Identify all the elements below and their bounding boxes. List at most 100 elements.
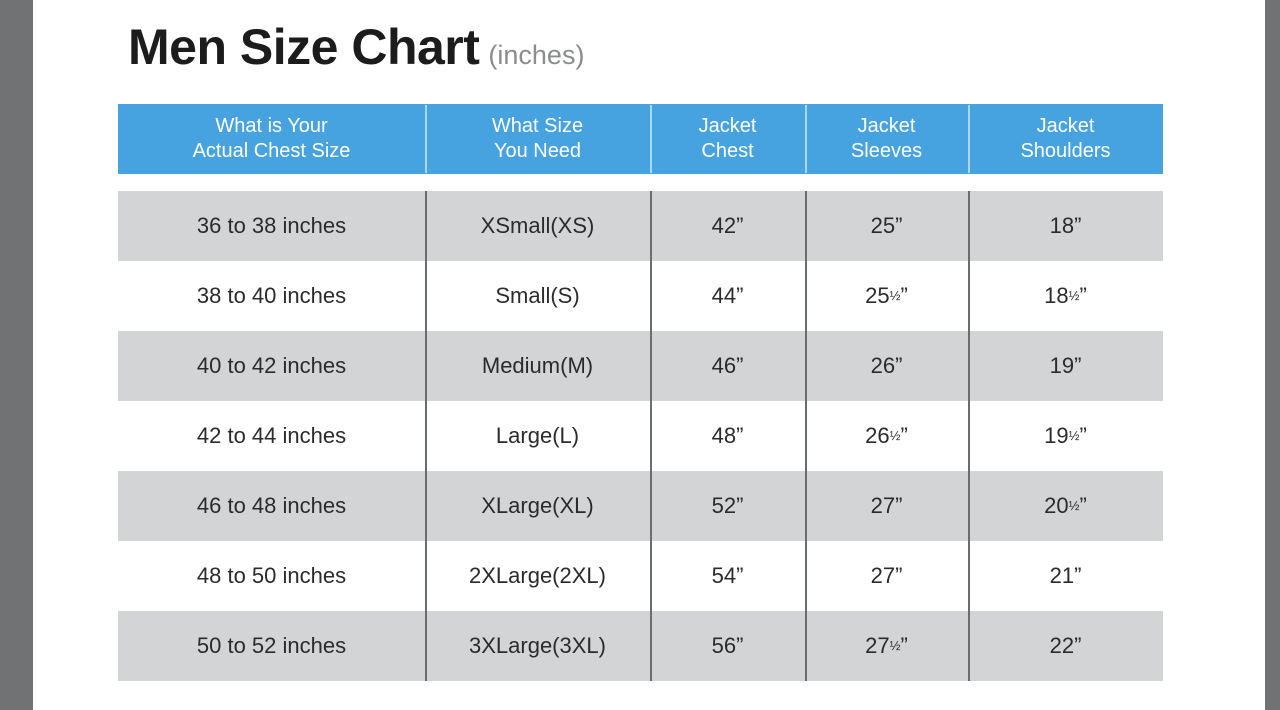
measure-fraction: ½ [889,637,901,653]
column-header-line2: You Need [493,140,582,162]
measure-unit: ” [1074,353,1082,378]
measure-whole: 18 [1049,213,1075,238]
cell-jacket-sleeves: 25” [805,191,968,261]
cell-jacket-chest: 56” [650,611,805,681]
measure-whole: 25 [865,283,890,308]
cell-chest-range: 36 to 38 inches [196,213,347,238]
cell-jacket-shoulders: 19” [968,331,1163,401]
measure-fraction: ½ [1068,427,1080,443]
table-row: 48 to 50 inches 2XLarge(2XL) 54” 27” 21” [118,541,1163,611]
column-header-line1: What Size [491,115,584,137]
letterbox-bar-right [1265,0,1280,710]
cell-jacket-sleeves: 26” [805,331,968,401]
table-row: 50 to 52 inches 3XLarge(3XL) 56” 27 ½” 22” [118,611,1163,681]
page-title: Men Size Chart (inches) [128,22,584,72]
cell-chest-range: 50 to 52 inches [196,633,347,658]
cell-chest-range: 48 to 50 inches [196,563,347,588]
table-row: 40 to 42 inches Medium(M) 46” 26” 19” [118,331,1163,401]
cell-jacket-shoulders: 22” [968,611,1163,681]
measure-unit: ” [1074,633,1082,658]
table-body: 36 to 38 inches XSmall(XS) 42” 25” 18” 38 to … [118,191,1163,681]
cell-jacket-chest: 48” [650,401,805,471]
column-header-size-name: What Size You Need [425,104,650,174]
measure-unit: ” [900,423,908,448]
measure-unit: ” [1074,563,1082,588]
page-title-unit-note: (inches) [488,40,585,70]
measure-fraction: ½ [889,427,901,443]
cell-jacket-chest: 44” [650,261,805,331]
measure-whole: 27 [865,633,890,658]
cell-jacket-chest: 42” [650,191,805,261]
cell-jacket-sleeves: 26 ½” [805,401,968,471]
column-header-line2: Actual Chest Size [192,140,351,162]
cell-chest-range: 38 to 40 inches [196,283,347,308]
column-header-jacket-sleeves: Jacket Sleeves [805,104,968,174]
table-row: 36 to 38 inches XSmall(XS) 42” 25” 18” [118,191,1163,261]
cell-size-name: XLarge(XL) [425,471,650,541]
measure-unit: ” [900,633,908,658]
measure-unit: ” [1079,283,1087,308]
cell-jacket-chest: 46” [650,331,805,401]
cell-size-name: 3XLarge(3XL) [425,611,650,681]
measure-fraction: ½ [1068,287,1080,303]
column-header-line2: Sleeves [850,140,923,162]
column-header-jacket-shoulders: Jacket Shoulders [968,104,1163,174]
slide-canvas: Men Size Chart (inches) What is Your Actu… [33,0,1265,710]
cell-size-name: 2XLarge(2XL) [425,541,650,611]
column-header-line1: Jacket [698,115,757,137]
column-header-line1: Jacket [1036,115,1095,137]
cell-jacket-chest: 52” [650,471,805,541]
measure-whole: 18 [1044,283,1069,308]
cell-jacket-shoulders: 20 ½” [968,471,1163,541]
measure-whole: 19 [1044,423,1069,448]
column-header-line2: Chest [701,140,754,162]
measure-unit: ” [1079,493,1087,518]
measure-whole: 20 [1044,493,1069,518]
measure-unit: ” [1074,213,1082,238]
measure-whole: 27 [870,493,896,518]
cell-size-name: Large(L) [425,401,650,471]
cell-jacket-shoulders: 19 ½” [968,401,1163,471]
cell-jacket-chest: 54” [650,541,805,611]
cell-jacket-sleeves: 27 ½” [805,611,968,681]
measure-fraction: ½ [1068,497,1080,513]
table-header-row: What is Your Actual Chest Size What Size Yo… [118,104,1163,174]
column-header-line1: Jacket [857,115,916,137]
cell-chest-range: 40 to 42 inches [196,353,347,378]
column-header-line2: Shoulders [1020,140,1111,162]
cell-jacket-sleeves: 27” [805,471,968,541]
measure-unit: ” [1079,423,1087,448]
cell-size-name: XSmall(XS) [425,191,650,261]
size-chart-table: What is Your Actual Chest Size What Size Yo… [118,104,1163,681]
measure-whole: 27 [870,563,896,588]
cell-size-name: Medium(M) [425,331,650,401]
measure-unit: ” [895,493,903,518]
cell-chest-range: 46 to 48 inches [196,493,347,518]
measure-whole: 19 [1049,353,1075,378]
measure-whole: 22 [1049,633,1075,658]
cell-chest-range: 42 to 44 inches [196,423,347,448]
cell-size-name: Small(S) [425,261,650,331]
cell-jacket-shoulders: 18 ½” [968,261,1163,331]
column-header-line1: What is Your [215,115,328,137]
table-row: 38 to 40 inches Small(S) 44” 25 ½” 18 ½” [118,261,1163,331]
measure-unit: ” [895,213,903,238]
letterbox-bar-left [0,0,33,710]
measure-unit: ” [895,563,903,588]
table-row: 46 to 48 inches XLarge(XL) 52” 27” 20 ½” [118,471,1163,541]
cell-jacket-sleeves: 25 ½” [805,261,968,331]
page-title-main: Men Size Chart [128,19,480,75]
table-row: 42 to 44 inches Large(L) 48” 26 ½” 19 ½” [118,401,1163,471]
measure-fraction: ½ [889,287,901,303]
measure-unit: ” [900,283,908,308]
measure-whole: 25 [870,213,896,238]
cell-jacket-shoulders: 18” [968,191,1163,261]
measure-whole: 21 [1049,563,1075,588]
column-header-jacket-chest: Jacket Chest [650,104,805,174]
cell-jacket-shoulders: 21” [968,541,1163,611]
measure-whole: 26 [865,423,890,448]
cell-jacket-sleeves: 27” [805,541,968,611]
measure-unit: ” [895,353,903,378]
measure-whole: 26 [870,353,896,378]
column-header-chest-range: What is Your Actual Chest Size [118,104,425,174]
